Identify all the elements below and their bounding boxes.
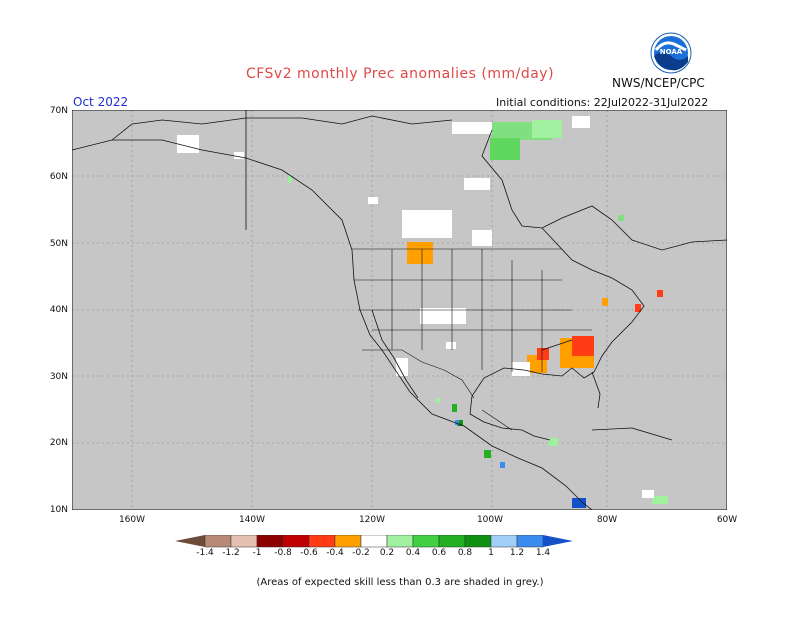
lon-label: 140W: [238, 515, 266, 525]
color-bar-swatch: [334, 535, 362, 548]
color-bar-arrow-right: [543, 535, 573, 547]
color-bar: [175, 535, 573, 548]
lon-label: 160W: [118, 515, 146, 525]
positive-anomalies: [288, 120, 668, 508]
color-bar-swatch: [282, 535, 310, 548]
color-bar-label: 0.2: [379, 548, 395, 558]
chart-title: CFSv2 monthly Prec anomalies (mm/day): [245, 66, 555, 82]
political-borders: [352, 248, 592, 431]
color-bar-swatch: [360, 535, 388, 548]
color-bar-label: 1.2: [509, 548, 525, 558]
lat-label: 20N: [49, 438, 68, 448]
color-bar-swatch: [386, 535, 414, 548]
lat-label: 40N: [49, 305, 68, 315]
color-bar-swatch: [256, 535, 284, 548]
forecast-month: Oct 2022: [73, 95, 129, 109]
color-bar-swatch: [464, 535, 492, 548]
color-bar-swatch: [516, 535, 544, 548]
color-bar-arrow-left: [175, 535, 205, 547]
color-bar-label: 0.6: [431, 548, 447, 558]
color-bar-label: -1.4: [196, 548, 214, 558]
anomaly-map: [72, 110, 727, 510]
skill-note: (Areas of expected skill less than 0.3 a…: [256, 577, 544, 588]
color-bar-swatch: [412, 535, 440, 548]
lat-label: 10N: [49, 505, 68, 515]
color-bar-label: -0.8: [274, 548, 292, 558]
color-bar-swatch: [490, 535, 518, 548]
color-bar-swatch: [230, 535, 258, 548]
color-bar-swatch: [308, 535, 336, 548]
lon-label: 120W: [358, 515, 386, 525]
color-bar-label: -1.2: [222, 548, 240, 558]
coastlines: [72, 110, 727, 510]
color-bar-label: 1.4: [535, 548, 551, 558]
organization-label: NWS/NCEP/CPC: [612, 76, 705, 90]
color-bar-swatch: [204, 535, 232, 548]
lat-label: 50N: [49, 239, 68, 249]
svg-text:NOAA: NOAA: [660, 48, 683, 56]
lon-label: 80W: [596, 515, 618, 525]
initial-conditions: Initial conditions: 22Jul2022-31Jul2022: [496, 96, 709, 109]
color-bar-label: -1: [252, 548, 262, 558]
color-bar-label: -0.6: [300, 548, 318, 558]
lat-label: 30N: [49, 372, 68, 382]
neutral-white-areas: [177, 116, 654, 498]
color-bar-label: 0.4: [405, 548, 421, 558]
lat-label: 60N: [49, 172, 68, 182]
lon-label: 100W: [476, 515, 504, 525]
color-bar-swatches: [175, 535, 573, 548]
color-bar-swatch: [438, 535, 466, 548]
lat-label: 70N: [49, 106, 68, 116]
color-bar-label: 0.8: [457, 548, 473, 558]
color-bar-label: -0.2: [352, 548, 370, 558]
color-bar-label: 1: [488, 548, 494, 558]
lon-label: 60W: [716, 515, 738, 525]
color-bar-label: -0.4: [326, 548, 344, 558]
noaa-logo: NOAA: [650, 32, 692, 74]
